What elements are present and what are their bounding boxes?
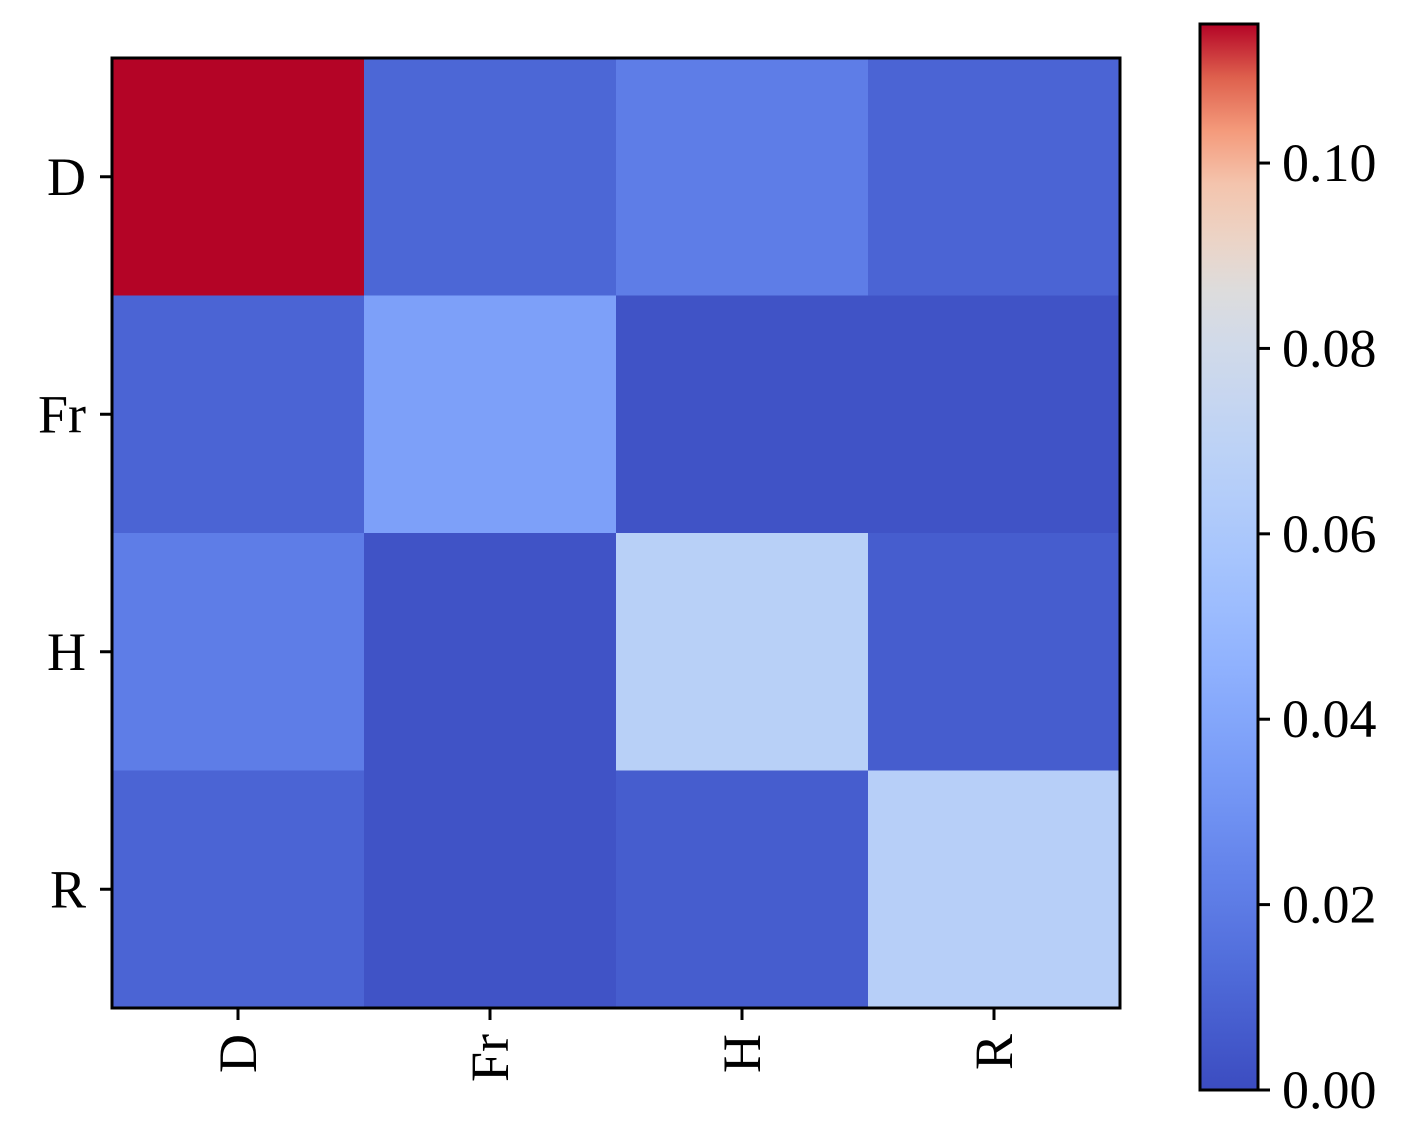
- heatmap-cell-Fr-D: [112, 295, 365, 534]
- y-tick-label: R: [50, 859, 86, 919]
- plot-frame: [110, 56, 1122, 1010]
- heatmap-cell-H-Fr: [364, 533, 617, 772]
- heatmap-cell-D-H: [616, 58, 869, 297]
- colorbar-tick-label: 0.06: [1282, 504, 1377, 564]
- colorbar-tick-label: 0.00: [1282, 1060, 1377, 1120]
- heatmap-cell-H-R: [868, 533, 1121, 772]
- heatmap-cell-Fr-R: [868, 295, 1121, 534]
- heatmap-cell-R-D: [112, 770, 365, 1009]
- y-tick-label: Fr: [38, 384, 86, 444]
- colorbar-tick-label: 0.10: [1282, 133, 1377, 193]
- colorbar-tick-label: 0.08: [1282, 318, 1377, 378]
- heatmap-cell-D-Fr: [364, 58, 617, 297]
- colorbar-tick-label: 0.04: [1282, 689, 1377, 749]
- heatmap-cell-Fr-Fr: [364, 295, 617, 534]
- heatmap-cell-R-Fr: [364, 770, 617, 1009]
- x-tick-label: Fr: [460, 1034, 520, 1082]
- colorbar-tick-label: 0.02: [1282, 875, 1377, 935]
- colorbar: [1198, 22, 1260, 1092]
- heatmap-cells: [112, 58, 1121, 1009]
- heatmap-cell-R-H: [616, 770, 869, 1009]
- y-axis-ticks: D Fr H R: [38, 147, 112, 919]
- heatmap-cell-Fr-H: [616, 295, 869, 534]
- heatmap-cell-H-D: [112, 533, 365, 772]
- heatmap-cell-H-H: [616, 533, 869, 772]
- y-tick-label: H: [47, 622, 86, 682]
- x-tick-label: R: [964, 1034, 1024, 1070]
- x-tick-label: D: [208, 1034, 268, 1073]
- y-tick-label: D: [47, 147, 86, 207]
- heatmap-cell-R-R: [868, 770, 1121, 1009]
- x-axis-ticks: D Fr H R: [208, 1008, 1024, 1082]
- heatmap-cell-D-R: [868, 58, 1121, 297]
- colorbar-ticks: 0.00 0.02 0.04 0.06 0.08 0.10: [1258, 133, 1377, 1120]
- heatmap-cell-D-D: [112, 58, 365, 297]
- x-tick-label: H: [712, 1034, 772, 1073]
